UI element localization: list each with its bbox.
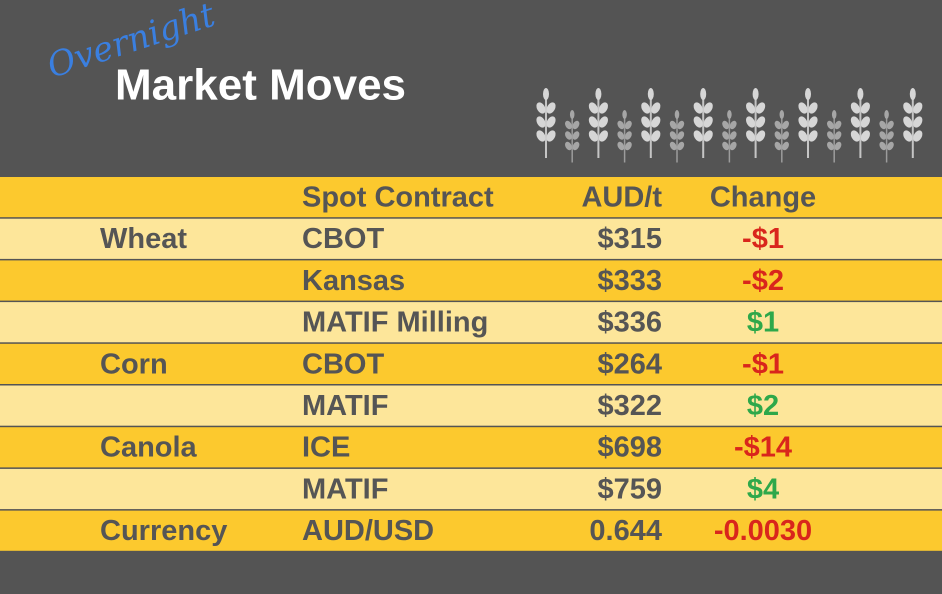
contract: MATIF Milling (302, 307, 488, 339)
wheat-icon (562, 109, 582, 164)
column-header: AUD/t (581, 182, 662, 214)
table-row (0, 302, 942, 343)
table-row (0, 427, 942, 468)
change: -$14 (734, 432, 792, 464)
price: $333 (597, 265, 662, 297)
wheat-icon (743, 87, 769, 159)
change: $1 (747, 307, 779, 339)
price: $264 (597, 348, 662, 380)
contract: ICE (302, 432, 350, 464)
change: $2 (747, 390, 779, 422)
commodity: Corn (100, 348, 168, 380)
wheat-icon (690, 87, 716, 159)
table-row (0, 510, 942, 551)
price: $322 (597, 390, 662, 422)
title: Market Moves (115, 61, 406, 110)
contract: AUD/USD (302, 515, 434, 547)
wheat-icon (795, 87, 821, 159)
header-row (0, 177, 942, 218)
price: $336 (597, 307, 662, 339)
wheat-icon (900, 87, 926, 159)
price: 0.644 (589, 515, 662, 547)
wheat-icon (615, 109, 634, 164)
table-row (0, 343, 942, 384)
column-header: Spot Contract (302, 182, 494, 214)
commodity: Canola (100, 432, 198, 464)
contract: Kansas (302, 265, 405, 297)
wheat-icon (877, 109, 896, 164)
wheat-icon (533, 87, 559, 159)
table: Spot Contract AUD/t Change Wheat CBOT $315 -$1… (0, 177, 942, 551)
wheat-icon (824, 109, 844, 164)
contract: CBOT (302, 348, 384, 380)
wheat-icons (533, 87, 926, 164)
table-row (0, 385, 942, 426)
contract: CBOT (302, 223, 384, 255)
wheat-icon (638, 87, 664, 159)
wheat-icon (667, 109, 687, 164)
wheat-icon (772, 109, 792, 164)
change: -0.0030 (714, 515, 812, 547)
column-header: Change (710, 182, 816, 214)
commodity: Currency (100, 515, 227, 547)
change: -$1 (742, 348, 784, 380)
change: $4 (747, 473, 779, 505)
change: -$1 (742, 223, 784, 255)
wheat-icon (585, 87, 611, 159)
table-row (0, 218, 942, 259)
table-row (0, 260, 942, 301)
price: $759 (597, 473, 662, 505)
price: $315 (597, 223, 662, 255)
table-row (0, 468, 942, 510)
wheat-icon (847, 87, 873, 159)
commodity: Wheat (100, 223, 187, 255)
wheat-icon (720, 109, 739, 164)
contract: MATIF (302, 473, 388, 505)
contract: MATIF (302, 390, 388, 422)
price: $698 (597, 432, 662, 464)
change: -$2 (742, 265, 784, 297)
